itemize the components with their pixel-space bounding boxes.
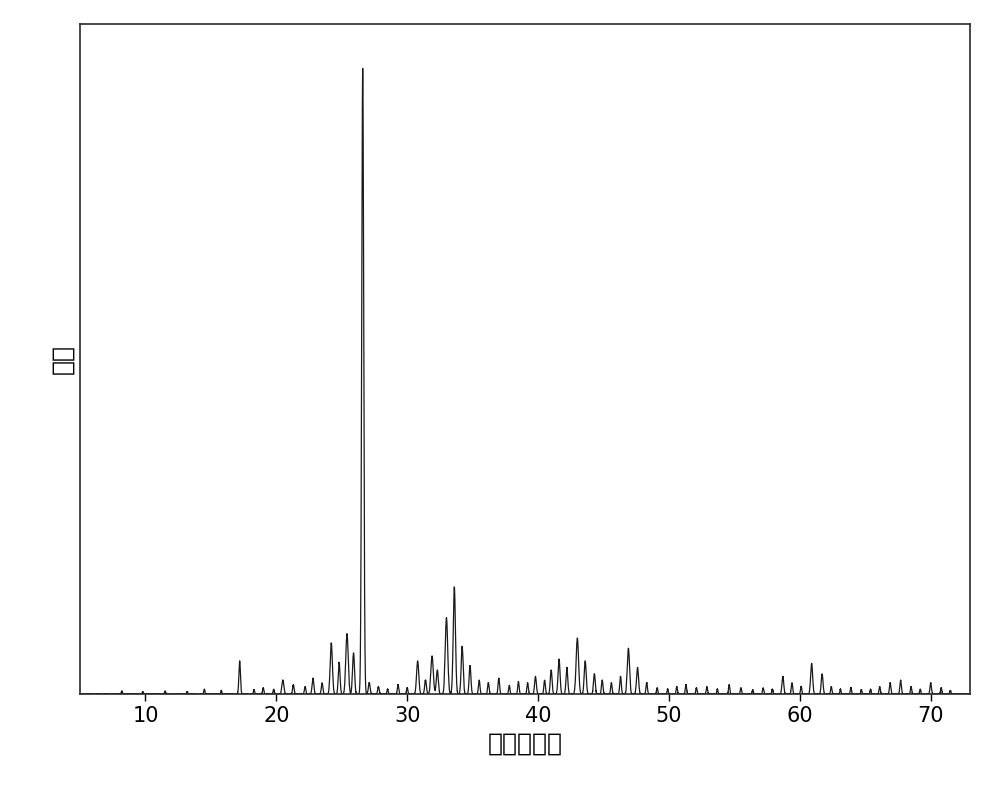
X-axis label: 角度（度）: 角度（度） <box>488 731 562 756</box>
Y-axis label: 强度: 强度 <box>50 344 74 374</box>
